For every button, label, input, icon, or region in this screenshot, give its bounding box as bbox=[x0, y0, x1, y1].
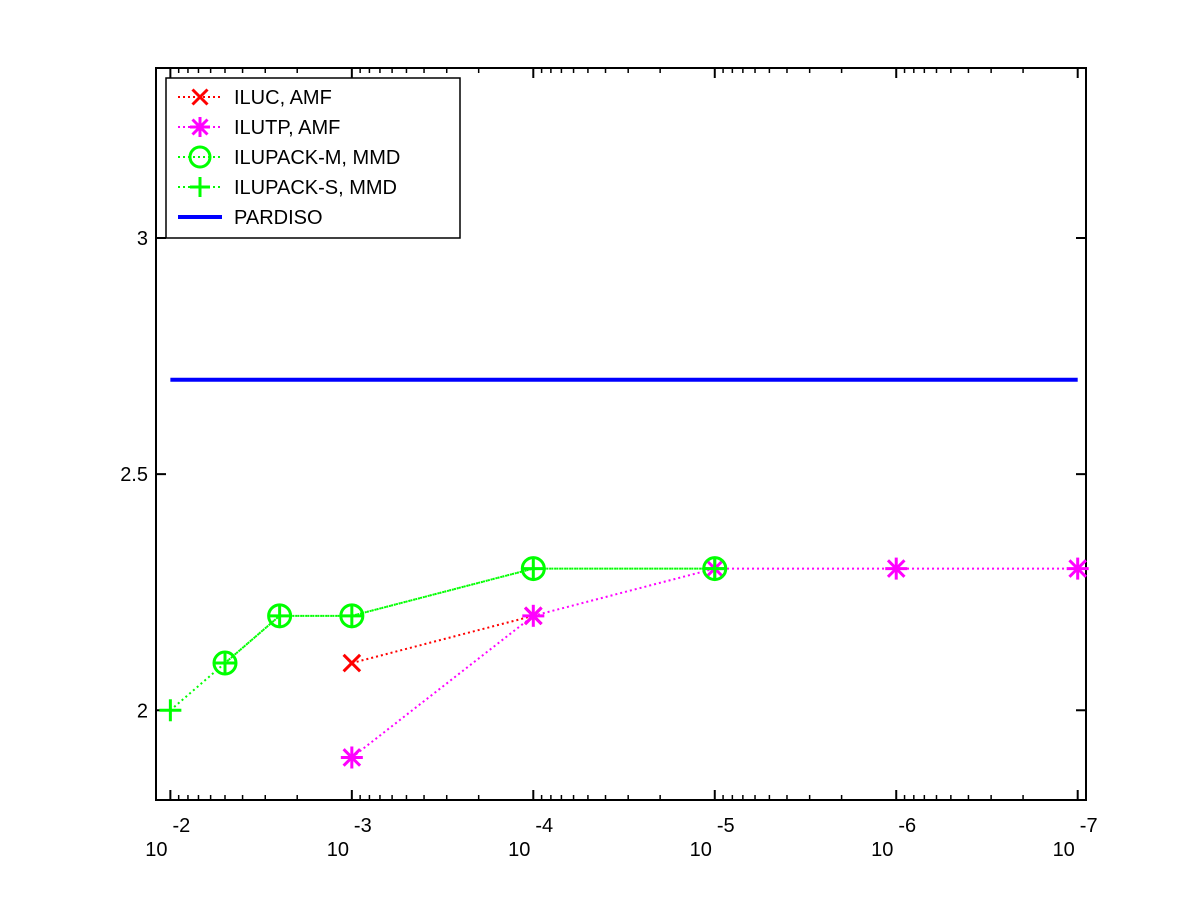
star-marker-stroke bbox=[523, 606, 543, 626]
data-point bbox=[522, 557, 545, 580]
data-point bbox=[213, 652, 236, 675]
data-point bbox=[340, 604, 363, 627]
series-line bbox=[224, 567, 715, 664]
x-tick-label-base: 10 bbox=[690, 839, 712, 861]
x-tick-label-exponent: -2 bbox=[172, 815, 190, 837]
series-ilupack-s-mmd bbox=[159, 557, 726, 722]
legend: ILUC, AMF ILUTP, AMF ILUPACK-M, MMD ILUPACK… bbox=[165, 77, 461, 239]
x-marker-stroke bbox=[191, 88, 209, 106]
y-tick-label: 3 bbox=[137, 228, 148, 250]
series-line bbox=[351, 614, 534, 665]
axes-box bbox=[155, 67, 1087, 801]
star-marker-stroke bbox=[342, 748, 362, 767]
data-point bbox=[159, 699, 182, 722]
series-line bbox=[169, 567, 715, 712]
data-point bbox=[522, 604, 545, 627]
y-tick-label: 2 bbox=[137, 700, 148, 722]
x-tick-label-exponent: -6 bbox=[898, 815, 916, 837]
data-point bbox=[268, 604, 291, 627]
legend-label: PARDISO bbox=[234, 207, 323, 229]
x-tick-label-exponent: -4 bbox=[535, 815, 553, 837]
x-tick-label-base: 10 bbox=[327, 839, 349, 861]
y-tick-label: 2.5 bbox=[120, 464, 148, 486]
x-tick-label-base: 10 bbox=[145, 839, 167, 861]
data-point bbox=[340, 746, 363, 769]
series-line bbox=[351, 567, 1078, 759]
data-point bbox=[703, 557, 726, 580]
series-iluc-amf bbox=[342, 606, 543, 673]
x-tick-label-exponent: -5 bbox=[717, 815, 735, 837]
data-point bbox=[342, 653, 362, 673]
data-point bbox=[1066, 557, 1089, 580]
x-tick-label-base: 10 bbox=[508, 839, 530, 861]
circle-marker bbox=[188, 145, 212, 169]
x-tick-label-exponent: -3 bbox=[354, 815, 372, 837]
x-marker-stroke bbox=[342, 653, 362, 673]
star-marker-stroke bbox=[191, 118, 209, 136]
data-point bbox=[885, 557, 908, 580]
legend-label: ILUPACK-S, MMD bbox=[234, 177, 397, 199]
x-tick-label-base: 10 bbox=[871, 839, 893, 861]
legend-label: ILUC, AMF bbox=[234, 87, 332, 109]
x-tick-label-exponent: -7 bbox=[1080, 815, 1098, 837]
star-marker-stroke bbox=[1068, 559, 1088, 578]
legend-label: ILUPACK-M, MMD bbox=[234, 147, 400, 169]
star-marker-stroke bbox=[886, 559, 906, 578]
x-tick-label-base: 10 bbox=[1053, 839, 1075, 861]
plot-layer: 10-210-310-410-510-610-722.53 bbox=[120, 67, 1098, 861]
legend-label: ILUTP, AMF bbox=[234, 117, 340, 139]
